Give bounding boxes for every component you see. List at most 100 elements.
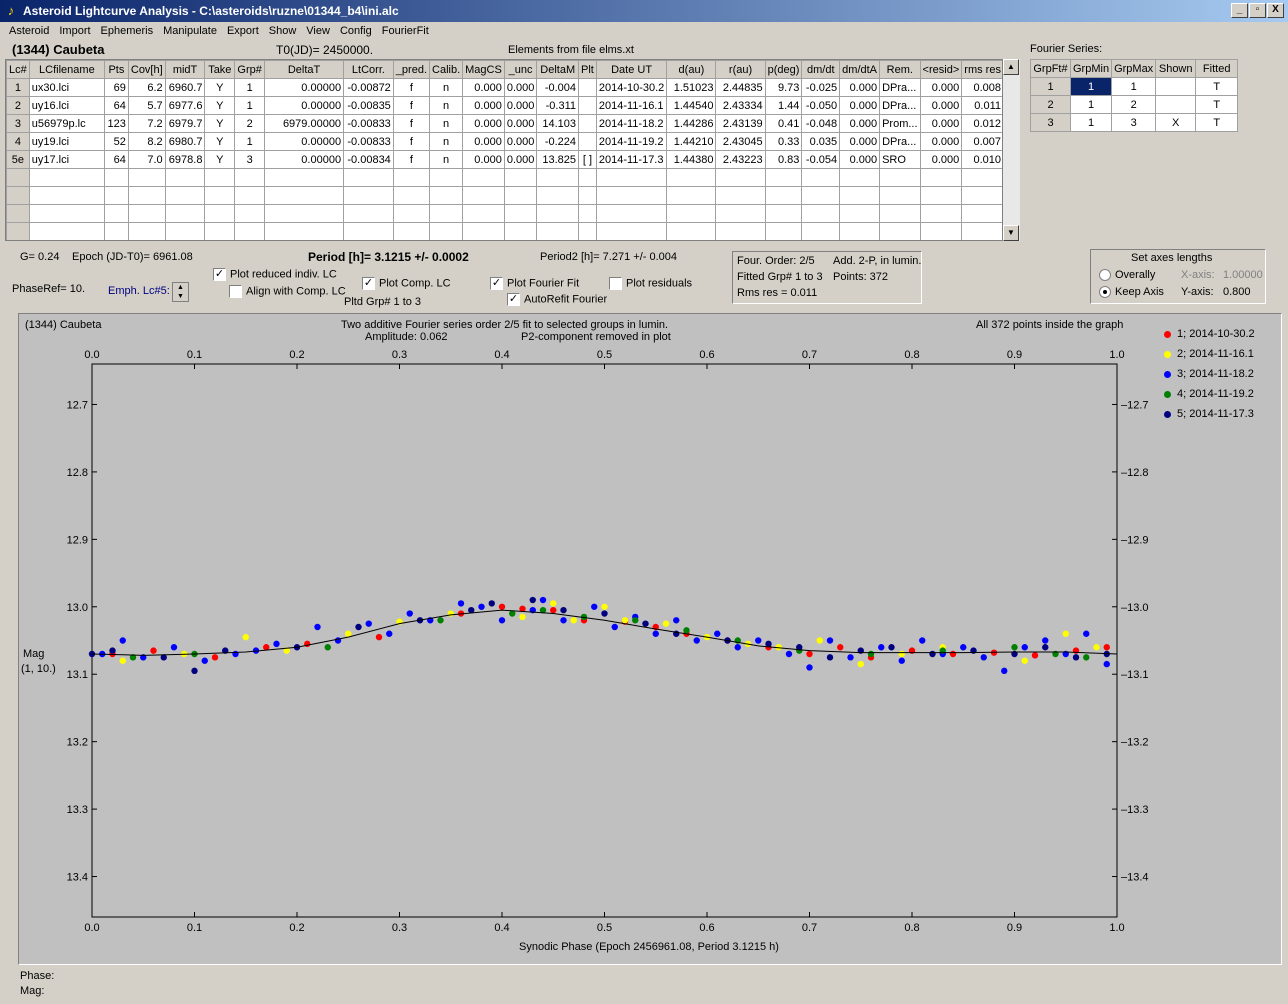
lc-cell[interactable]: 2: [234, 114, 266, 133]
fourier-row-header[interactable]: 3: [1030, 113, 1071, 132]
lc-cell[interactable]: -0.224: [536, 132, 580, 151]
fourier-col-header[interactable]: GrpMax: [1111, 59, 1157, 78]
lc-cell[interactable]: 0.000: [919, 96, 963, 115]
lc-cell[interactable]: 0.000: [503, 96, 538, 115]
fourier-cell[interactable]: 1: [1069, 95, 1113, 114]
lc-cell[interactable]: u56979p.lc: [28, 114, 105, 133]
lc-cell[interactable]: 1: [234, 132, 266, 151]
lc-cell[interactable]: 1.44380: [666, 150, 717, 169]
lc-cell[interactable]: [578, 96, 597, 115]
lc-cell[interactable]: Y: [204, 78, 236, 97]
lc-cell[interactable]: 0.000: [839, 150, 881, 169]
lc-cell[interactable]: n: [429, 96, 464, 115]
lc-cell[interactable]: 64: [103, 96, 129, 115]
lc-col-header[interactable]: Calib.: [429, 60, 464, 79]
align-comp-checkbox[interactable]: Align with Comp. LC: [229, 285, 346, 298]
lc-cell[interactable]: 2014-10-30.2: [595, 78, 668, 97]
scroll-down-icon[interactable]: ▼: [1003, 225, 1019, 241]
lc-cell[interactable]: 6977.6: [164, 96, 206, 115]
lc-cell[interactable]: Y: [204, 150, 236, 169]
lc-table-row[interactable]: 5e uy17.lci 64 7.0 6978.8 Y 3 0.00000 -0.00834 f n…: [6, 150, 1002, 169]
lc-cell[interactable]: Y: [204, 114, 236, 133]
y-axis-value[interactable]: 0.800: [1223, 286, 1251, 298]
lc-cell[interactable]: 0.83: [764, 150, 803, 169]
lc-cell[interactable]: ux30.lci: [28, 78, 105, 97]
lc-table-row[interactable]: 2 uy16.lci 64 5.7 6977.6 Y 1 0.00000 -0.00835 f n 0…: [6, 96, 1002, 115]
lc-cell[interactable]: 0.000: [919, 132, 963, 151]
lc-col-header[interactable]: d(au): [666, 60, 717, 79]
lc-cell[interactable]: 14.103: [536, 114, 580, 133]
lc-cell[interactable]: f: [392, 150, 431, 169]
plot-reduced-checkbox[interactable]: ✓ Plot reduced indiv. LC: [213, 268, 337, 281]
lc-cell[interactable]: 6980.7: [164, 132, 206, 151]
plot-fourier-checkbox[interactable]: ✓ Plot Fourier Fit: [490, 277, 580, 290]
lc-table-scrollbar[interactable]: ▲ ▼: [1003, 59, 1020, 241]
lc-cell[interactable]: 52: [103, 132, 129, 151]
lc-cell[interactable]: 0.33: [764, 132, 803, 151]
lc-cell[interactable]: 1.44210: [666, 132, 717, 151]
lc-cell[interactable]: uy16.lci: [28, 96, 105, 115]
lc-cell[interactable]: 1: [234, 78, 266, 97]
lc-table-row[interactable]: 3 u56979p.lc 123 7.2 6979.7 Y 2 6979.00000 -0.00…: [6, 114, 1002, 133]
fourier-cell[interactable]: 1: [1069, 113, 1113, 132]
lc-cell[interactable]: -0.054: [801, 150, 841, 169]
lc-cell[interactable]: 0.00000: [264, 78, 345, 97]
lc-cell[interactable]: 0.000: [503, 150, 538, 169]
lc-cell[interactable]: 0.00000: [264, 96, 345, 115]
lc-cell[interactable]: 0.000: [839, 78, 881, 97]
lc-cell[interactable]: f: [392, 132, 431, 151]
lc-cell[interactable]: 0.000: [839, 114, 881, 133]
lc-cell[interactable]: f: [392, 78, 431, 97]
x-axis-value[interactable]: 1.00000: [1223, 269, 1263, 281]
emph-spinner[interactable]: ▲ ▼: [172, 282, 189, 302]
lc-cell[interactable]: -0.00834: [343, 150, 394, 169]
lc-col-header[interactable]: DeltaT: [264, 60, 345, 79]
lc-row-header[interactable]: 2: [6, 96, 30, 115]
lc-cell[interactable]: 2014-11-19.2: [595, 132, 668, 151]
lc-cell[interactable]: 0.00000: [264, 132, 345, 151]
lc-cell[interactable]: 0.010: [961, 150, 1002, 169]
lc-row-header[interactable]: 3: [6, 114, 30, 133]
lc-cell[interactable]: 2.43223: [715, 150, 766, 169]
lc-cell[interactable]: f: [392, 96, 431, 115]
lc-cell[interactable]: 1.44: [764, 96, 803, 115]
lc-cell[interactable]: -0.311: [536, 96, 580, 115]
lc-col-header[interactable]: _unc: [503, 60, 538, 79]
lc-cell[interactable]: -0.048: [801, 114, 841, 133]
lc-table-row[interactable]: 1 ux30.lci 69 6.2 6960.7 Y 1 0.00000 -0.00872 f n 0…: [6, 78, 1002, 97]
lc-cell[interactable]: n: [429, 78, 464, 97]
lc-cell[interactable]: 2.43045: [715, 132, 766, 151]
lc-row-header[interactable]: 1: [6, 78, 30, 97]
lc-cell[interactable]: -0.004: [536, 78, 580, 97]
lc-cell[interactable]: [578, 78, 597, 97]
lc-cell[interactable]: 0.000: [919, 150, 963, 169]
lc-table-row-empty[interactable]: [6, 168, 1002, 187]
lc-cell[interactable]: [578, 132, 597, 151]
lc-cell[interactable]: 0.035: [801, 132, 841, 151]
lightcurve-chart[interactable]: 0.0 0.0 0.1 0.1 0.2 0.2 0.3 0.3 0.4 0.4 0.5 0.5 0.6 0…: [19, 314, 1283, 966]
lc-cell[interactable]: -0.050: [801, 96, 841, 115]
lc-col-header[interactable]: Take: [204, 60, 236, 79]
fourier-cell[interactable]: 2: [1111, 95, 1157, 114]
lc-table-row-empty[interactable]: [6, 186, 1002, 205]
autorefit-checkbox[interactable]: ✓ AutoRefit Fourier: [507, 293, 608, 306]
lc-cell[interactable]: [ ]: [578, 150, 597, 169]
lc-col-header[interactable]: dm/dtA: [839, 60, 881, 79]
lc-cell[interactable]: 0.000: [503, 132, 538, 151]
lc-cell[interactable]: -0.00833: [343, 132, 394, 151]
lc-cell[interactable]: 0.000: [462, 114, 505, 133]
lc-cell[interactable]: Y: [204, 132, 236, 151]
lc-col-header[interactable]: LtCorr.: [343, 60, 394, 79]
lc-cell[interactable]: 0.00000: [264, 150, 345, 169]
fourier-cell[interactable]: 1: [1069, 77, 1113, 96]
lc-cell[interactable]: Prom...: [879, 114, 921, 133]
fourier-col-header[interactable]: Fitted: [1195, 59, 1239, 78]
minimize-button[interactable]: _: [1231, 3, 1248, 18]
lc-col-header[interactable]: r(au): [715, 60, 766, 79]
lc-cell[interactable]: 0.000: [462, 96, 505, 115]
lc-cell[interactable]: DPra...: [879, 96, 921, 115]
lc-cell[interactable]: 0.008: [961, 78, 1002, 97]
lc-cell[interactable]: 64: [103, 150, 129, 169]
lc-cell[interactable]: 0.000: [462, 78, 505, 97]
lc-cell[interactable]: 0.011: [961, 96, 1002, 115]
